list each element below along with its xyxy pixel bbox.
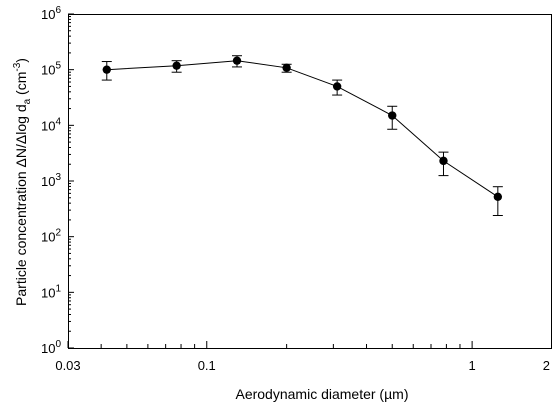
y-tick-label-base: 10 — [41, 63, 55, 78]
y-tick-label-base: 10 — [41, 7, 55, 22]
y-tick-label-exponent: 6 — [55, 5, 61, 16]
plot-area-frame — [68, 14, 552, 349]
x-tick-label: 0.03 — [55, 358, 80, 373]
y-axis-label-delta-n: ΔN/Δlog d — [13, 104, 29, 167]
y-tick-label-exponent: 3 — [55, 172, 61, 183]
y-tick-label-base: 10 — [41, 341, 55, 356]
data-point — [172, 61, 181, 70]
x-axis-minor-ticks — [100, 344, 461, 348]
y-tick-label: 104 — [41, 116, 61, 133]
y-tick-label-exponent: 2 — [55, 228, 61, 239]
y-tick-label-exponent: 4 — [55, 116, 61, 127]
series-line — [106, 60, 499, 198]
y-tick-label: 100 — [41, 339, 61, 356]
y-tick-label: 102 — [41, 228, 61, 245]
y-axis-label: Particle concentration ΔN/Δlog da (cm-3) — [12, 58, 33, 306]
y-axis-label-unit-close: ) — [13, 58, 29, 63]
y-tick-label: 101 — [41, 283, 61, 300]
y-tick-label-base: 10 — [41, 174, 55, 189]
data-point — [388, 111, 397, 120]
x-tick-label: 2 — [543, 358, 550, 373]
y-axis-label-prefix: Particle concentration — [13, 167, 29, 306]
y-tick-label: 103 — [41, 172, 61, 189]
y-axis-label-superscript: -3 — [12, 62, 23, 71]
x-tick-label: 0.1 — [198, 358, 216, 373]
x-axis-label: Aerodynamic diameter (µm) — [235, 386, 408, 402]
data-point — [282, 63, 291, 73]
data-point — [102, 65, 111, 74]
x-axis-major-ticks — [67, 341, 552, 348]
x-tick-label: 1 — [469, 358, 476, 373]
y-tick-label-base: 10 — [41, 285, 55, 300]
y-axis-label-unit-open: (cm — [13, 72, 29, 99]
y-tick-label-exponent: 1 — [55, 283, 61, 294]
x-axis-tick-labels: 0.03 0.1 1 2 — [55, 358, 550, 373]
y-tick-label-exponent: 5 — [55, 61, 61, 72]
y-axis-label-subscript: a — [22, 98, 33, 104]
error-bar — [492, 186, 503, 217]
y-tick-label-exponent: 0 — [55, 339, 61, 350]
y-tick-label: 105 — [41, 61, 61, 78]
data-point — [439, 156, 448, 166]
y-tick-label-base: 10 — [41, 230, 55, 245]
data-series — [101, 55, 503, 217]
y-tick-label-base: 10 — [41, 118, 55, 133]
y-tick-label: 106 — [41, 5, 61, 22]
data-point — [493, 192, 503, 202]
data-point — [232, 56, 242, 65]
data-point — [332, 82, 342, 91]
